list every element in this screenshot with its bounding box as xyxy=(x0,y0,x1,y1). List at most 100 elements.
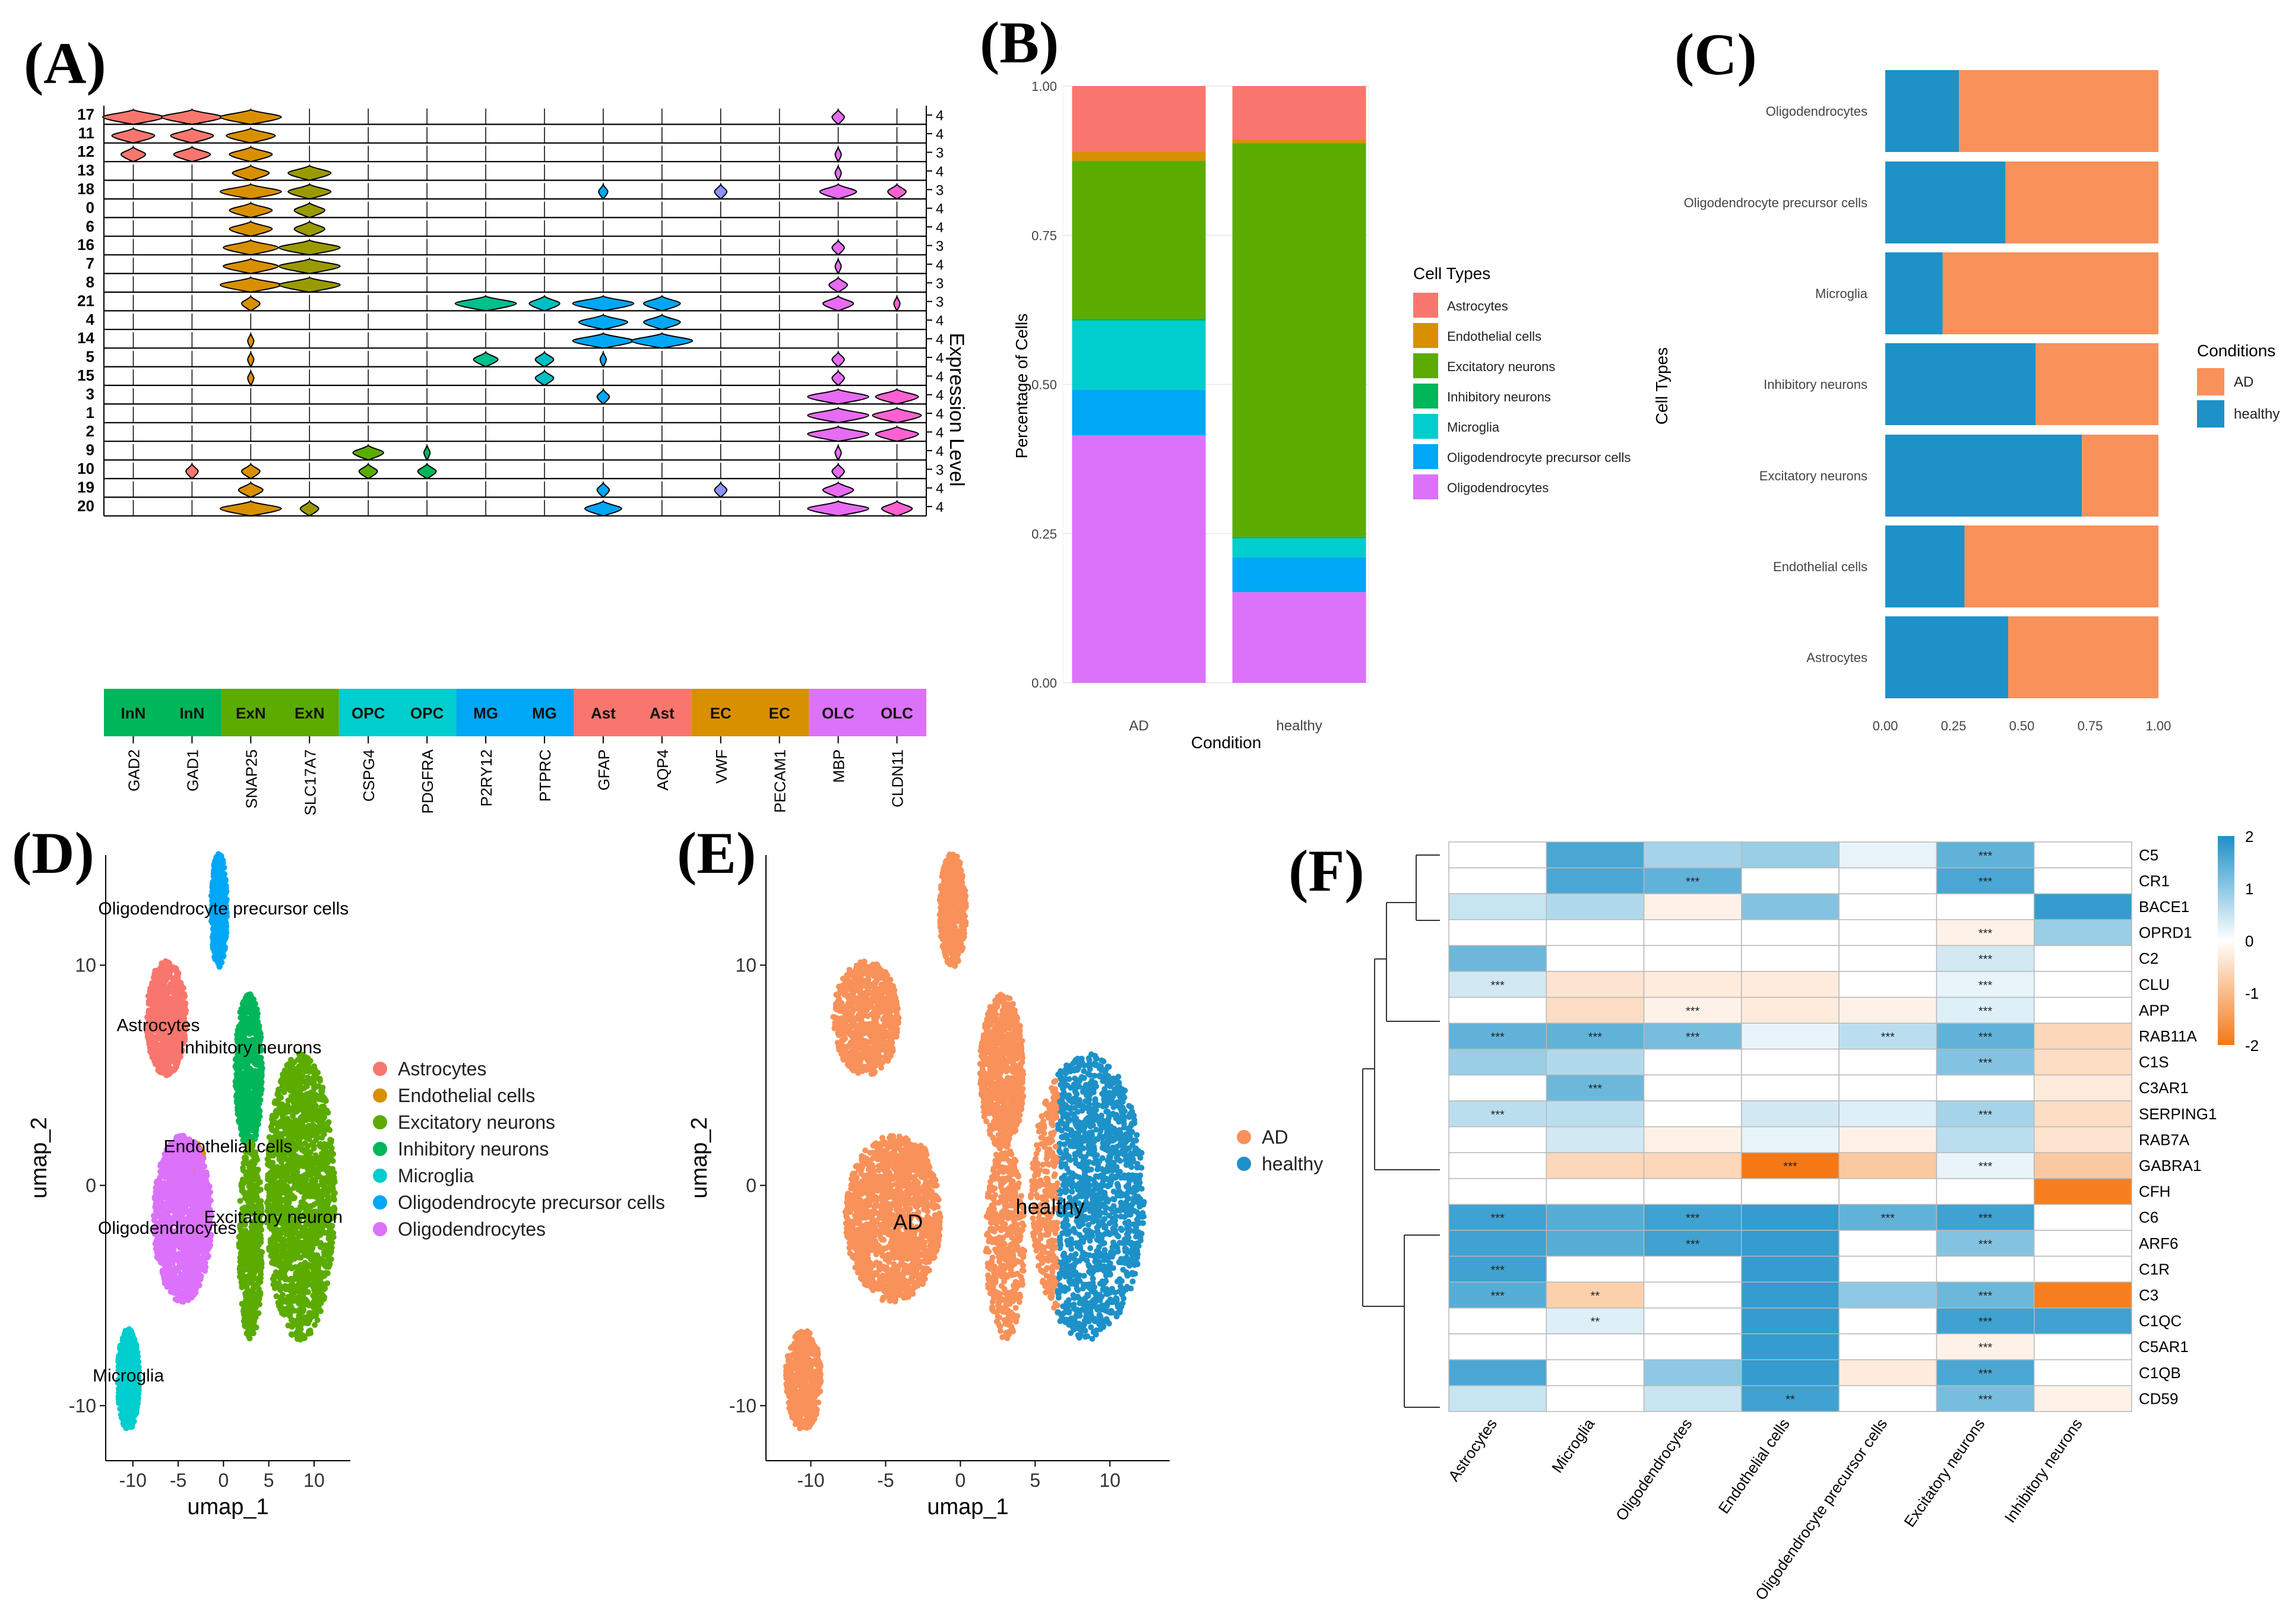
violin-shape xyxy=(831,462,845,480)
gene-label: PTPRC xyxy=(536,749,554,802)
umap-point xyxy=(318,1270,324,1277)
umap-point xyxy=(160,985,166,992)
umap-point xyxy=(316,1078,323,1084)
y-tick-label: 0.50 xyxy=(1031,378,1057,392)
umap-point xyxy=(293,1094,299,1101)
x-tick-label: -5 xyxy=(170,1470,186,1491)
umap-point xyxy=(303,1148,310,1154)
umap-point xyxy=(171,978,178,984)
bar-healthy xyxy=(1885,70,1959,152)
umap-point xyxy=(239,1271,246,1278)
umap-point xyxy=(305,1142,311,1149)
legend-swatch xyxy=(1413,474,1438,499)
umap-point xyxy=(298,1199,305,1205)
legend-label: Endothelial cells xyxy=(1447,329,1541,344)
y-axis-title: Cell Types xyxy=(1652,347,1671,425)
gene-label: VWF xyxy=(713,749,730,784)
umap-point xyxy=(245,1290,251,1297)
legend-swatch xyxy=(2197,368,2224,395)
umap-point xyxy=(325,1109,331,1116)
umap-point xyxy=(268,1163,274,1170)
umap-point xyxy=(246,1174,252,1180)
umap-point xyxy=(167,999,174,1006)
violin-shape xyxy=(834,258,842,275)
umap-point xyxy=(325,1186,331,1193)
umap-point xyxy=(239,1248,245,1254)
umap-point xyxy=(245,1267,251,1273)
umap-point xyxy=(210,945,216,951)
umap-point xyxy=(246,1093,253,1099)
expression-level-label: 4 xyxy=(936,425,944,441)
cluster-label: 4 xyxy=(86,311,95,328)
x-tick-label: 0.00 xyxy=(1873,718,1898,733)
umap-point xyxy=(151,993,157,1000)
umap-point xyxy=(257,1275,264,1281)
cell-group-band xyxy=(338,689,457,736)
violin-shape xyxy=(572,295,635,312)
umap-point xyxy=(251,1000,257,1006)
violin-shape xyxy=(822,295,854,312)
umap-point xyxy=(293,1153,299,1160)
violin-shape xyxy=(223,258,279,274)
umap-point xyxy=(154,968,161,974)
umap-point xyxy=(210,883,217,889)
violin-shape xyxy=(534,351,555,368)
stacked-bar-segment xyxy=(1072,160,1206,319)
umap-point xyxy=(311,1096,317,1103)
cell-group-label: Ast xyxy=(650,704,675,722)
cell-group-label: MG xyxy=(532,704,557,722)
umap-point xyxy=(269,1259,276,1265)
cluster-label: 1 xyxy=(86,404,94,422)
umap-point xyxy=(297,1273,303,1280)
umap-point xyxy=(309,1262,316,1269)
umap-point xyxy=(219,922,225,928)
violin-shape xyxy=(229,221,273,237)
umap-point xyxy=(327,1240,334,1246)
umap-point xyxy=(296,1103,303,1110)
umap-point xyxy=(318,1166,324,1172)
expression-level-label: 4 xyxy=(936,164,944,180)
umap-point xyxy=(290,1082,297,1088)
gene-label: CLDN11 xyxy=(889,749,907,808)
umap-point xyxy=(215,960,221,966)
violin-shape xyxy=(219,501,282,517)
violin-shape xyxy=(831,369,845,387)
umap-point xyxy=(308,1271,314,1278)
umap-point xyxy=(331,1189,337,1195)
violin-shape xyxy=(528,295,561,312)
umap-point xyxy=(153,1039,159,1046)
umap-point xyxy=(285,1310,292,1316)
umap-point xyxy=(328,1155,334,1161)
umap-point xyxy=(320,1156,327,1163)
umap-point xyxy=(277,1242,284,1248)
legend-label: healthy xyxy=(2234,406,2280,422)
umap-point xyxy=(258,1059,265,1066)
umap-point xyxy=(321,1103,327,1110)
umap-point xyxy=(290,1252,296,1258)
umap-point xyxy=(307,1101,314,1108)
legend-label: Astrocytes xyxy=(1447,299,1508,314)
category-label: Microglia xyxy=(1815,286,1868,301)
y-axis-title: Percentage of Cells xyxy=(1012,314,1031,458)
violin-shape xyxy=(287,164,332,181)
stacked-bar-segment xyxy=(1072,435,1206,683)
umap-point xyxy=(316,1122,323,1128)
y-tick-label: 1.00 xyxy=(1031,79,1057,94)
x-tick-label: 0.75 xyxy=(2078,718,2103,733)
umap-point xyxy=(243,1064,250,1071)
violin-shape xyxy=(875,426,919,442)
violin-shape xyxy=(834,165,842,182)
violin-shape xyxy=(352,444,384,461)
violin-shape xyxy=(160,109,223,125)
umap-point xyxy=(322,1163,329,1169)
umap-point xyxy=(178,982,184,988)
violin-shape xyxy=(875,388,919,405)
umap-point xyxy=(297,1087,303,1094)
y-tick-label: 10 xyxy=(75,954,96,976)
x-tick-label: AD xyxy=(1129,718,1148,734)
expression-level-label: 3 xyxy=(936,182,944,198)
violin-shape xyxy=(822,482,854,498)
violin-shape xyxy=(299,500,319,517)
legend-label: Inhibitory neurons xyxy=(1447,390,1551,404)
